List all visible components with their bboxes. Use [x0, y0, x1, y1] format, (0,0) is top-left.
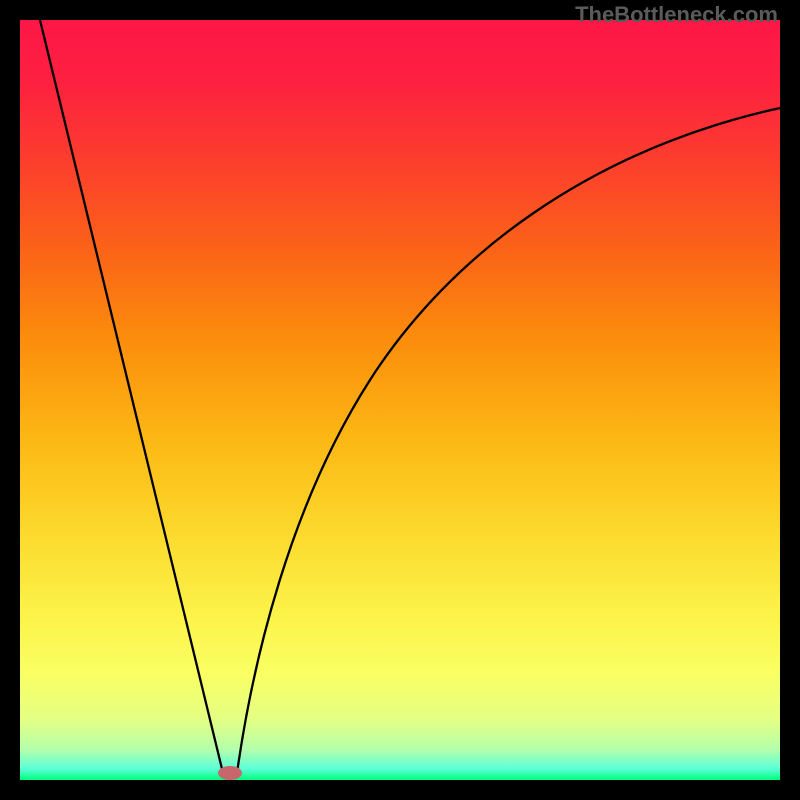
- chart-frame: TheBottleneck.com: [0, 0, 800, 800]
- minimum-marker: [218, 766, 242, 780]
- curve-right-branch: [237, 108, 780, 773]
- watermark-text: TheBottleneck.com: [575, 2, 778, 28]
- curve-left-branch: [40, 20, 223, 773]
- chart-curves-svg: [0, 0, 800, 800]
